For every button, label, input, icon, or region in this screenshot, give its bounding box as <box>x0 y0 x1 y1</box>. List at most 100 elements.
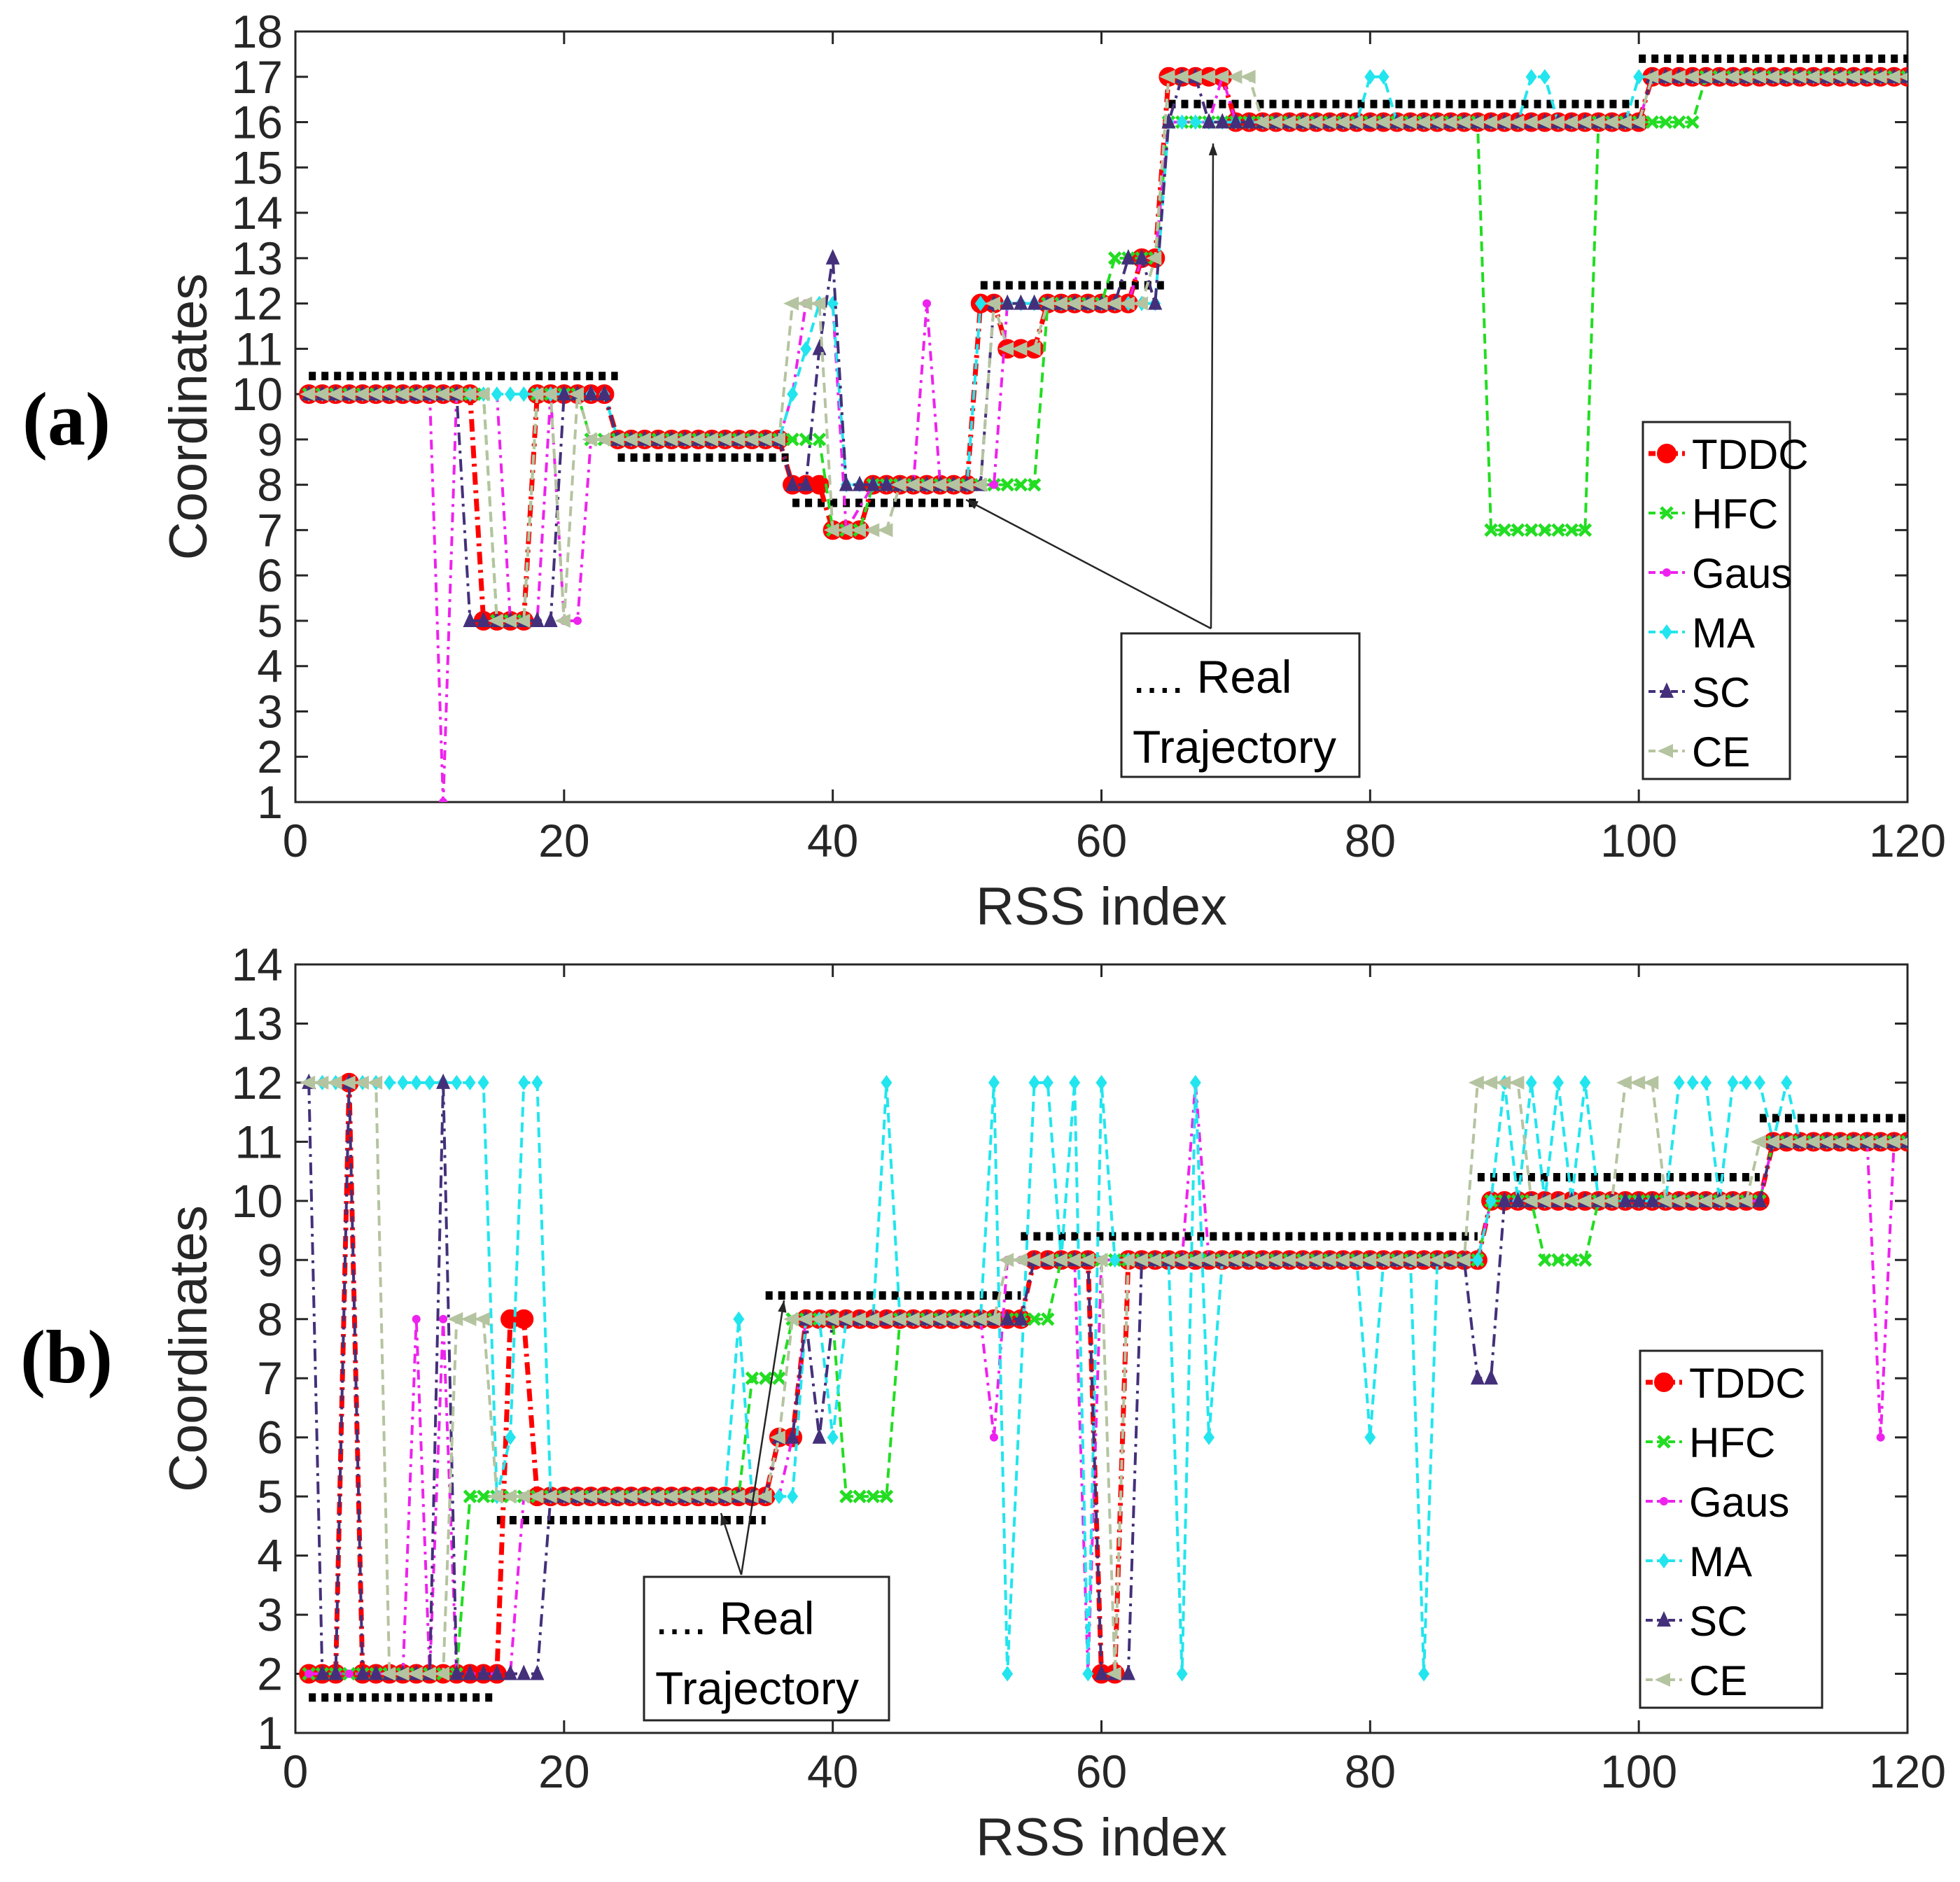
data-point-hfc <box>839 1489 853 1503</box>
data-point-ce <box>877 1312 893 1326</box>
data-point-ce <box>1643 69 1659 84</box>
series-line-gaus <box>309 1082 1907 1676</box>
annotation-box <box>643 1575 890 1722</box>
data-point-ce <box>1146 251 1162 265</box>
x-tick-label: 120 <box>1869 1746 1946 1797</box>
data-point-ma <box>1189 114 1201 130</box>
data-point-ce <box>1025 1253 1041 1267</box>
data-point-ce <box>1011 342 1028 356</box>
data-point-ma <box>464 1074 476 1090</box>
annotation-arrowhead <box>720 1513 729 1526</box>
data-point-ma <box>1485 1193 1497 1209</box>
data-point-ce <box>877 523 893 538</box>
annotation-line1: .... Real <box>1133 651 1292 703</box>
data-point-hfc <box>1551 1253 1565 1267</box>
y-tick-label: 12 <box>232 1057 283 1109</box>
legend: TDDC HFC Gaus MA SC CE <box>1639 1349 1823 1709</box>
y-tick-label: 14 <box>232 939 283 990</box>
annotation-box <box>1120 632 1361 778</box>
data-point-hfc <box>1000 477 1014 492</box>
data-point-ce <box>1710 69 1726 84</box>
data-point-ce <box>931 477 947 492</box>
data-point-ma <box>1176 114 1188 130</box>
data-point-ce <box>1200 69 1216 84</box>
data-point-ma <box>505 1429 517 1445</box>
data-point-ce <box>393 1666 410 1681</box>
data-point-ce <box>1589 1193 1605 1208</box>
annotation-line2: Trajectory <box>1133 721 1336 773</box>
data-point-ma <box>451 1074 463 1090</box>
data-point-ce <box>1670 69 1686 84</box>
data-point-ce <box>904 1312 920 1326</box>
data-point-ce <box>1441 1253 1457 1267</box>
data-point-ma <box>1673 1074 1685 1090</box>
y-tick-label: 3 <box>257 685 283 737</box>
data-point-ma <box>1754 1074 1765 1090</box>
data-point-ma <box>1525 1074 1537 1090</box>
data-point-ce <box>797 1312 813 1326</box>
annotation-arrow <box>965 498 1212 630</box>
legend: TDDC HFC Gaus MA SC CE <box>1642 421 1809 780</box>
data-point-ce <box>1791 1135 1807 1149</box>
data-point-hfc <box>879 1489 894 1503</box>
data-point-sc <box>812 339 827 356</box>
data-point-ce <box>622 432 638 447</box>
data-point-ce <box>1576 1193 1592 1208</box>
data-point-hfc <box>745 1371 760 1385</box>
data-point-hfc <box>1686 115 1700 129</box>
data-point-sc <box>476 1664 491 1680</box>
data-point-hfc <box>1645 115 1660 129</box>
data-point-ce <box>1508 1075 1525 1090</box>
data-point-ce <box>1025 342 1041 356</box>
data-point-ce <box>474 1312 490 1326</box>
data-point-sc <box>1161 113 1176 129</box>
data-point-ce <box>1468 115 1484 129</box>
data-point-sc <box>1511 1191 1525 1207</box>
data-point-ce <box>1415 115 1431 129</box>
data-point-ce <box>447 1312 463 1326</box>
panel-a: 0 20 40 60 80 100 1201234567891011121314151617… <box>22 6 1946 936</box>
data-point-sc <box>1135 248 1149 265</box>
data-point-ce <box>1280 115 1296 129</box>
data-point-ma <box>988 1074 1000 1090</box>
data-point-sc <box>556 385 571 401</box>
data-point-ce <box>1602 1193 1618 1208</box>
data-point-ma <box>1002 1666 1014 1682</box>
data-point-ce <box>340 1075 356 1090</box>
data-point-ce <box>1133 1253 1149 1267</box>
data-point-ce <box>434 1666 450 1681</box>
data-point-sc <box>584 385 598 401</box>
data-point-ce <box>1280 1253 1296 1267</box>
data-point-ce <box>1791 69 1807 84</box>
data-point-ce <box>1831 69 1847 84</box>
data-point-ma <box>1686 1074 1698 1090</box>
data-point-ce <box>1884 69 1900 84</box>
data-point-ce <box>836 523 853 538</box>
x-tick-label: 100 <box>1600 815 1677 866</box>
annotation-line2: Trajectory <box>655 1662 859 1714</box>
data-point-hfc <box>1538 1253 1552 1267</box>
data-point-ma <box>1042 1074 1054 1090</box>
data-point-sc <box>1242 113 1256 129</box>
data-point-ma <box>491 386 503 402</box>
data-point-ma <box>410 1074 422 1090</box>
data-point-hfc <box>1578 523 1592 538</box>
data-point-hfc <box>853 1489 867 1503</box>
panel-label: (a) <box>22 378 111 461</box>
data-point-ce <box>1858 1135 1874 1149</box>
data-point-ce <box>890 477 906 492</box>
data-point-ce <box>420 1666 436 1681</box>
data-point-ma <box>1579 1074 1591 1090</box>
legend-marker-ma <box>1658 1553 1670 1568</box>
data-point-sc <box>503 1664 518 1680</box>
data-point-ce <box>554 1489 570 1504</box>
data-point-ce <box>662 1489 678 1504</box>
y-tick-label: 6 <box>257 549 283 601</box>
data-point-ma <box>787 386 799 402</box>
data-point-ce <box>1468 1075 1484 1090</box>
data-point-ce <box>1522 115 1538 129</box>
data-point-ce <box>1361 115 1377 129</box>
data-point-ce <box>1213 69 1229 84</box>
data-point-sc <box>530 611 545 627</box>
